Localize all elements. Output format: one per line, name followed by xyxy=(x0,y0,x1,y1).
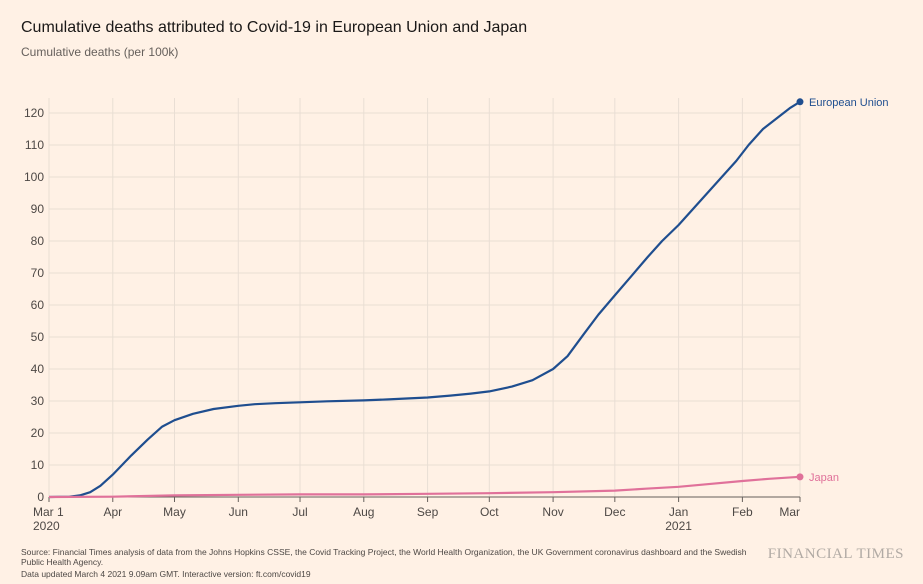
ft-logo: FINANCIAL TIMES xyxy=(767,546,904,562)
y-tick-label: 100 xyxy=(24,170,44,184)
x-tick-label: Nov xyxy=(542,505,563,519)
y-tick-label: 10 xyxy=(31,458,45,472)
x-tick-label: Apr xyxy=(103,505,122,519)
japan-end-marker xyxy=(796,473,804,481)
x-tick-label: Jul xyxy=(292,505,307,519)
source-note: Source: Financial Times analysis of data… xyxy=(21,547,747,567)
chart-title: Cumulative deaths attributed to Covid-19… xyxy=(21,19,528,36)
x-tick-label: Aug xyxy=(353,505,374,519)
y-tick-label: 110 xyxy=(25,138,44,152)
y-tick-label: 120 xyxy=(24,106,44,120)
x-tick-label: Sep xyxy=(417,505,439,519)
x-tick-label: Feb xyxy=(732,505,753,519)
european-union-series-label: European Union xyxy=(809,97,889,109)
y-tick-label: 20 xyxy=(31,426,45,440)
japan-line xyxy=(48,475,801,499)
japan-series-label: Japan xyxy=(809,472,839,484)
updated-note: Data updated March 4 2021 9.09am GMT. In… xyxy=(21,569,311,579)
y-tick-label: 0 xyxy=(37,490,44,504)
y-tick-label: 40 xyxy=(31,362,45,376)
y-tick-label: 60 xyxy=(31,298,45,312)
y-tick-label: 70 xyxy=(31,266,45,280)
x-tick-label: Oct xyxy=(480,505,499,519)
european-union-line xyxy=(48,100,801,499)
x-tick-label: May xyxy=(163,505,186,519)
x-tick-sublabel: 2020 xyxy=(33,519,60,533)
x-tick-label: Mar xyxy=(779,505,800,519)
x-tick-label: Jan xyxy=(669,505,688,519)
chart-subtitle: Cumulative deaths (per 100k) xyxy=(21,45,179,59)
x-tick-label: Mar 1 xyxy=(33,505,64,519)
x-tick-label: Dec xyxy=(604,505,625,519)
y-tick-label: 30 xyxy=(31,394,45,408)
european-union-end-marker xyxy=(796,98,804,106)
x-tick-sublabel: 2021 xyxy=(665,519,692,533)
y-tick-label: 90 xyxy=(31,202,45,216)
y-tick-label: 50 xyxy=(31,330,45,344)
y-tick-label: 80 xyxy=(31,234,45,248)
x-tick-label: Jun xyxy=(229,505,248,519)
